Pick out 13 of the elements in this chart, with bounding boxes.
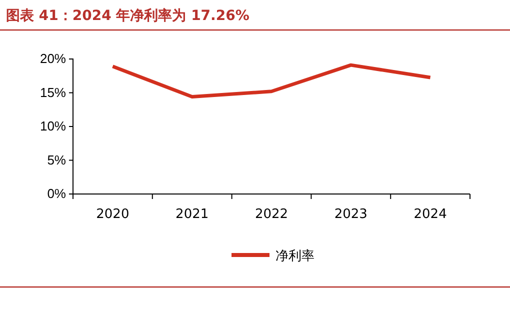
x-tick-label: 2022 <box>254 207 288 222</box>
x-tick-label: 2021 <box>176 207 209 222</box>
x-tick-label: 2023 <box>334 207 368 222</box>
line-series <box>110 63 432 99</box>
x-tick-label: 2024 <box>414 207 447 222</box>
legend-label: 净利率 <box>276 248 314 264</box>
x-tick-label: 2020 <box>96 207 130 222</box>
y-tick-label: 0% <box>47 186 66 202</box>
y-tick-label: 5% <box>47 152 66 168</box>
y-tick-label: 15% <box>40 84 66 100</box>
chart-title: 图表 41：2024 年净利率为 17.26% <box>6 7 250 24</box>
y-tick-label: 10% <box>40 118 66 134</box>
y-tick-label: 20% <box>40 51 66 66</box>
